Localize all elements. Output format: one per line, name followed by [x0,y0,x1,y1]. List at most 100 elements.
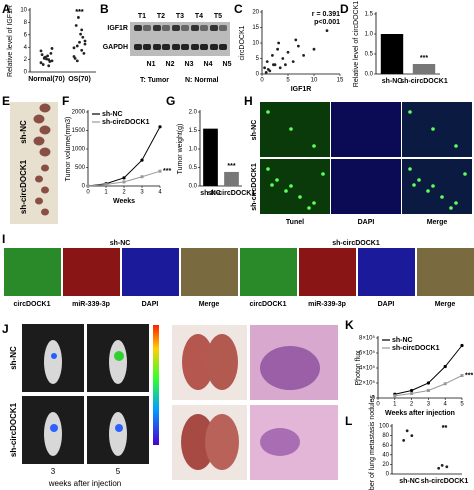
x-axis-label: Weeks after injection [385,410,455,417]
lane-label: N5 [223,61,232,68]
signal [431,127,435,131]
data-point [75,44,79,48]
y-axis-label: Relative level of IGF1R [7,5,14,77]
data-point [40,53,44,57]
marker [460,374,464,377]
signal [266,167,270,171]
micrograph [402,102,472,157]
signal [298,195,302,199]
x-tick-label: sh-circDOCK1 [421,478,469,485]
y-tick-label: 1.5 [365,12,374,18]
data-point [80,48,84,52]
y-tick-label: 5 [256,56,260,62]
data-point [50,47,54,50]
panel-letter: H [244,94,253,108]
x-tick-label: 4 [158,190,162,196]
tumor [41,164,49,172]
marker [122,180,126,184]
signal [431,184,435,188]
mouse [44,340,62,384]
tumor [33,136,45,146]
y-tick-label: 20 [252,10,259,16]
signal [440,195,444,199]
data-point [41,63,45,66]
micrograph [299,248,356,296]
x-tick-label: sh-NC [399,478,420,485]
signal [115,424,123,432]
signal [289,184,293,188]
marker [122,176,126,180]
data-point [47,64,51,68]
y-tick-label: 1500 [72,128,86,134]
x-tick-label: 2 [410,402,414,408]
annotation: *** [75,9,83,16]
x-tick-label: Normal(70) [28,76,65,83]
data-point [73,56,77,60]
annotation: *** [465,372,473,379]
legend-label: sh-circDOCK1 [392,345,440,352]
marker [426,381,430,385]
lane-label: N2 [166,61,175,68]
y-tick-label: 500 [75,165,86,171]
signal [321,172,325,176]
color-scale [153,325,159,445]
data-point [302,54,305,57]
bar [380,34,404,74]
micrograph [122,248,179,296]
data-point [276,47,279,51]
group-label: sh-NC [251,120,258,141]
band [143,44,151,50]
x-tick-label: sh-NC [200,190,221,197]
data-point [312,47,316,51]
band [200,44,208,50]
marker [140,158,144,162]
lane-label: T3 [176,13,184,20]
line [394,375,463,397]
data-point [271,54,274,57]
marker [158,125,162,129]
micrograph [358,248,415,296]
data-point [74,24,78,27]
lung-lobe [206,334,238,390]
channel-label: Merge [435,301,456,308]
signal [312,201,316,205]
annotation: *** [75,9,83,16]
legend-label: sh-circDOCK1 [102,119,150,126]
legend-label: sh-NC [392,337,413,344]
signal [417,178,421,182]
data-point [440,463,444,467]
panel-letter: A [2,2,11,16]
signal [426,189,430,193]
x-axis-label: IGF1R [291,86,312,93]
y-axis-label: Relative level of circDOCK1 [353,1,360,87]
y-tick-label: 20 [382,462,389,468]
data-point [278,66,282,70]
tumor [39,147,51,157]
y-tick-label: 8 [24,20,28,26]
panel-letter: F [62,94,69,108]
annotation: r = 0.391 [312,11,340,18]
annotation: p<0.001 [314,19,340,26]
timepoint-label: 3 [51,467,56,476]
data-point [80,28,84,32]
channel-label: Merge [427,219,448,226]
y-tick-label: 4×10⁵ [359,365,376,372]
tumor [41,208,49,216]
y-tick-label: 2000 [72,110,86,116]
channel-label: Tunel [286,219,304,226]
y-tick-label: 0 [24,70,28,76]
tumor [39,125,51,135]
micrograph [417,248,474,296]
tumor-photo [10,102,58,224]
marker [443,364,447,369]
band [134,44,142,50]
data-point [325,29,329,32]
group-label: sh-NC [110,240,131,247]
bar [412,64,436,74]
band [181,25,189,31]
band [153,25,161,31]
micrograph [402,159,472,214]
x-axis-label: weeks after injection [48,479,121,488]
tumor [41,186,49,194]
y-tick-label: 10 [20,8,27,14]
